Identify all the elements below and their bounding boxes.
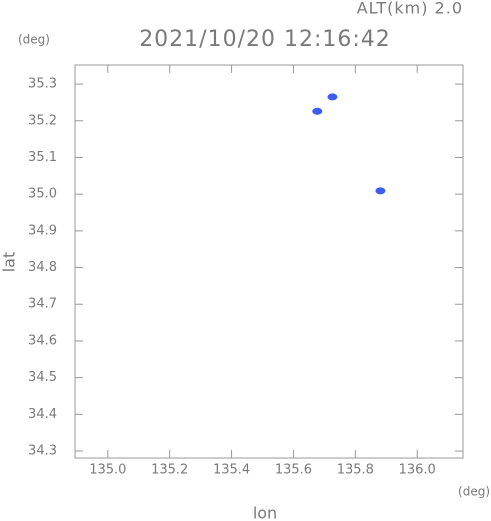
y-tick-label: 35.1 bbox=[28, 150, 57, 165]
echo-point bbox=[327, 93, 338, 101]
y-tick-label: 34.4 bbox=[28, 407, 57, 422]
echo-point bbox=[312, 107, 323, 115]
x-tick-label: 135.0 bbox=[89, 463, 126, 478]
y-tick-label: 34.8 bbox=[28, 260, 57, 275]
plot-frame bbox=[74, 64, 464, 459]
y-tick-label: 34.9 bbox=[28, 223, 57, 238]
y-tick-label: 35.2 bbox=[28, 113, 57, 128]
x-axis-label: lon bbox=[253, 504, 277, 521]
altitude-header: ALT(km) 2.0 bbox=[357, 0, 463, 18]
x-tick-label: 135.8 bbox=[337, 463, 374, 478]
y-tick-label: 35.0 bbox=[28, 187, 57, 202]
y-tick-label: 34.3 bbox=[28, 444, 57, 459]
y-axis-label: lat bbox=[0, 252, 19, 273]
x-tick-label: 135.2 bbox=[151, 463, 188, 478]
y-tick-label: 34.5 bbox=[28, 370, 57, 385]
y-tick-label: 35.3 bbox=[28, 77, 57, 92]
y-unit: (deg) bbox=[18, 33, 50, 47]
echo-point bbox=[375, 187, 386, 195]
x-tick-label: 135.6 bbox=[275, 463, 312, 478]
x-tick-label: 136.0 bbox=[399, 463, 436, 478]
y-tick-label: 34.6 bbox=[28, 333, 57, 348]
chart-title: 2021/10/20 12:16:42 bbox=[139, 27, 391, 52]
x-tick-label: 135.4 bbox=[213, 463, 250, 478]
y-tick-label: 34.7 bbox=[28, 297, 57, 312]
x-unit: (deg) bbox=[458, 485, 490, 499]
